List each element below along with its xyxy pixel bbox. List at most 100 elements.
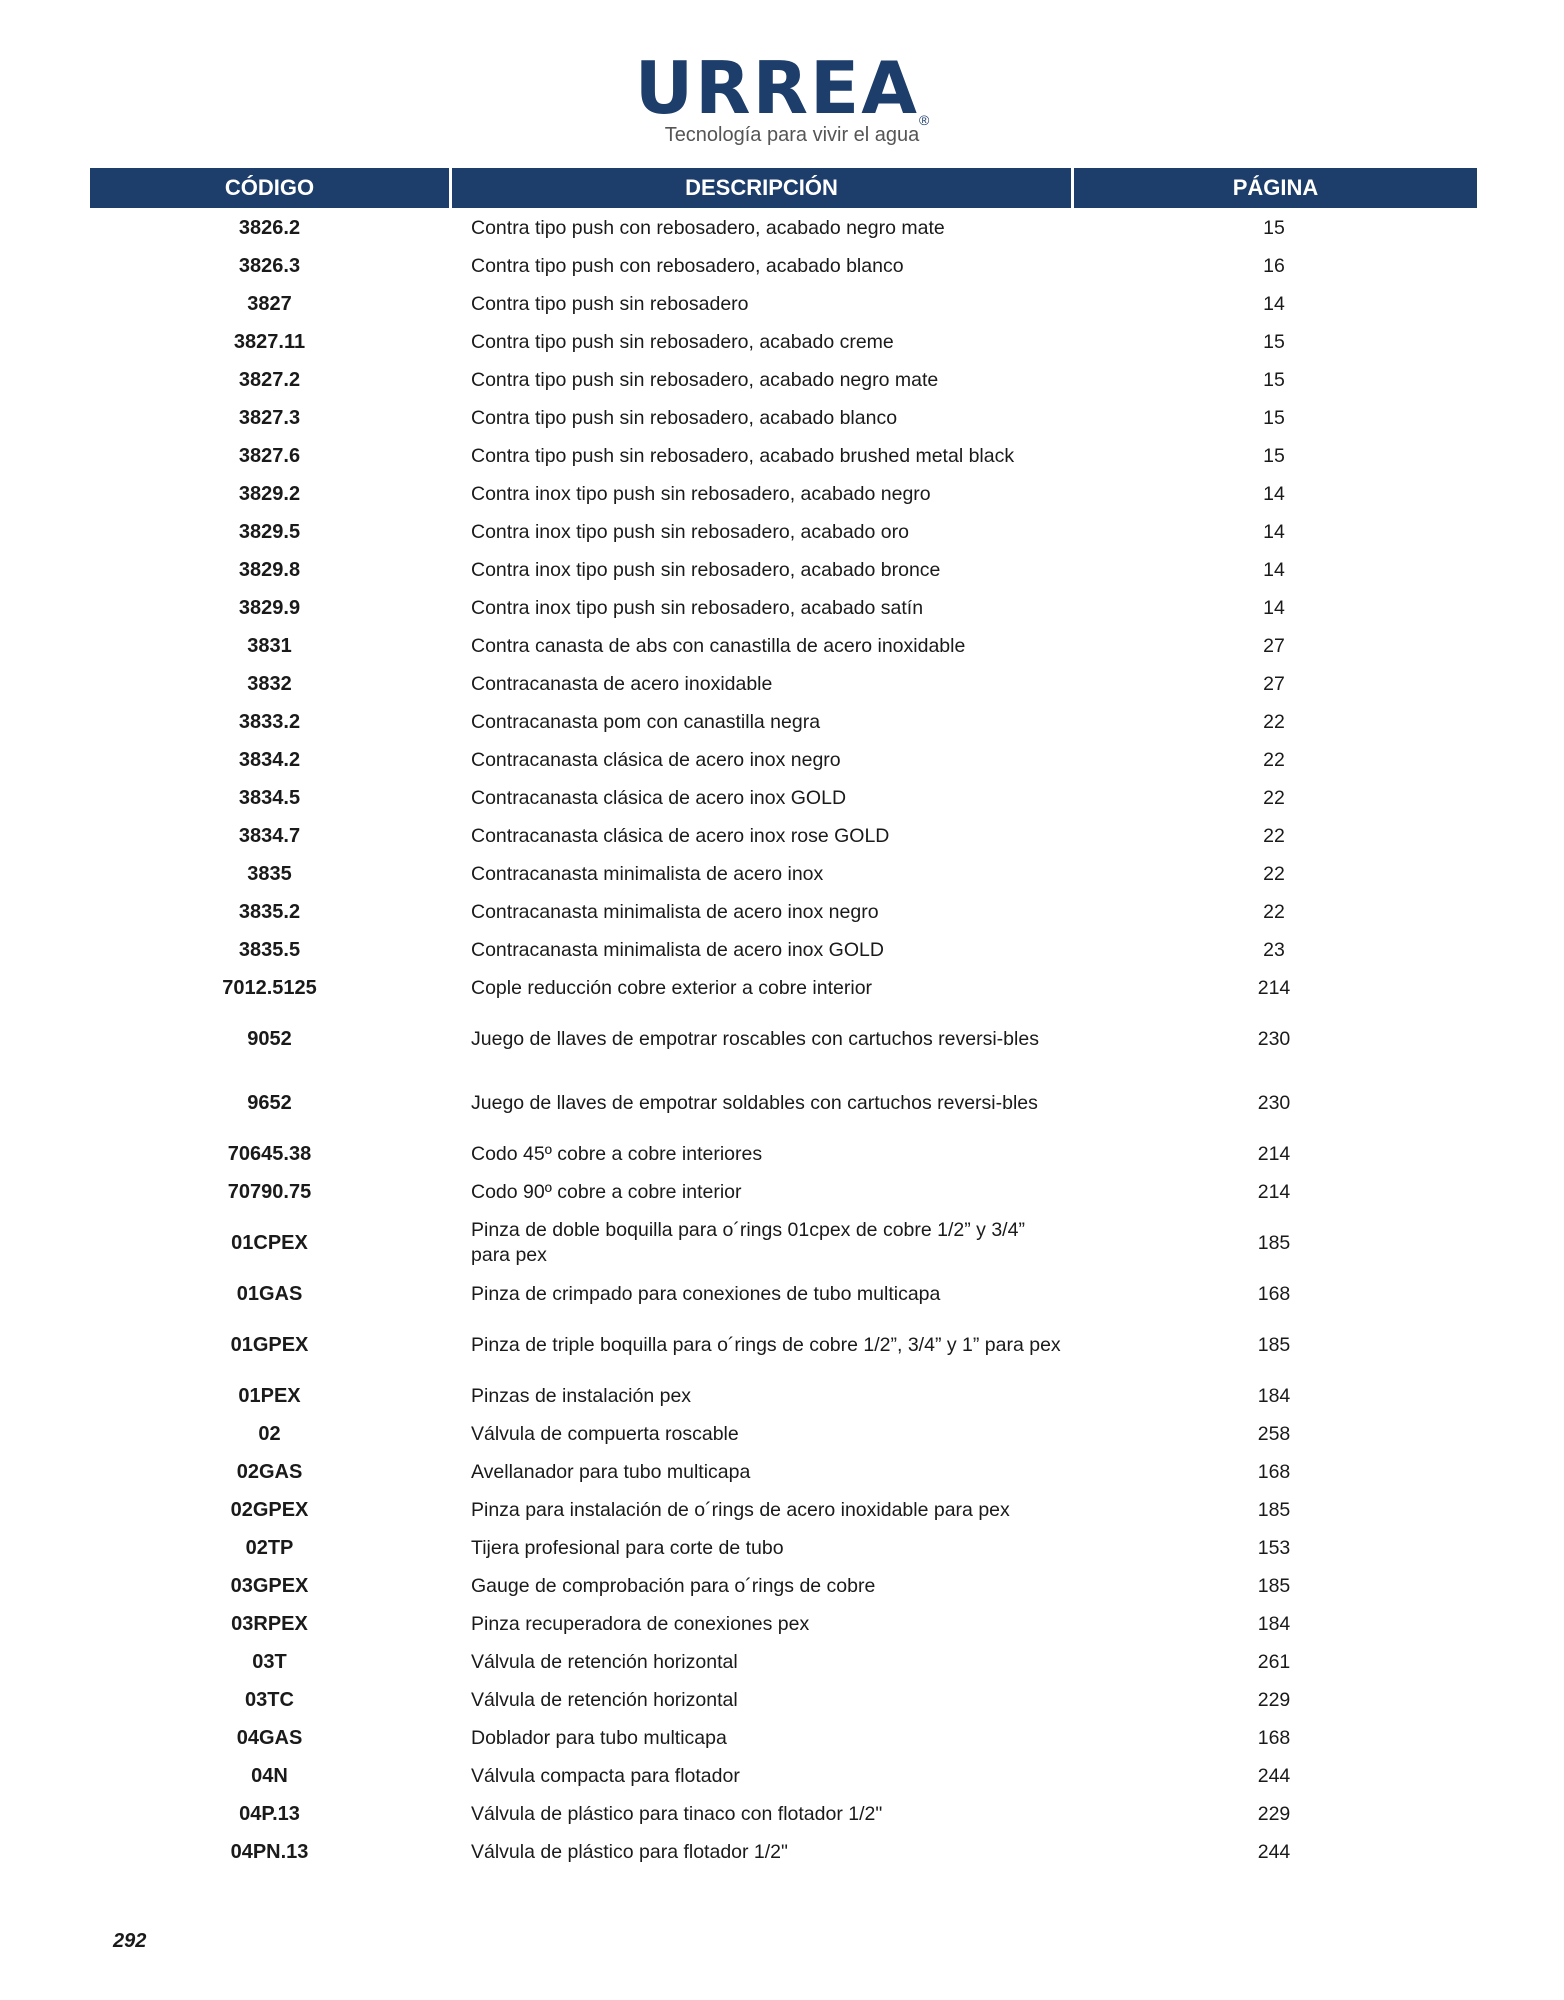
description-cell: Gauge de comprobación para o´rings de co… xyxy=(471,1574,876,1597)
code-cell: 3829.8 xyxy=(238,558,301,581)
page-number: 292 xyxy=(113,1930,147,1952)
table-row: 02GPEX Pinza para instalación de o´rings … xyxy=(90,1491,1477,1529)
description-cell: Válvula de retención horizontal xyxy=(471,1688,738,1711)
page-cell: 185 xyxy=(1257,1574,1291,1597)
table-row: 3826.3 Contra tipo push con rebosadero, a… xyxy=(90,247,1477,285)
description-cell: Válvula de compuerta roscable xyxy=(471,1422,739,1445)
code-cell: 3834.7 xyxy=(238,824,301,847)
description-cell: Doblador para tubo multicapa xyxy=(471,1726,727,1749)
table-row: 01CPEX Pinza de doble boquilla para o´rin… xyxy=(90,1211,1477,1275)
table-row: 3829.8 Contra inox tipo push sin rebosade… xyxy=(90,551,1477,589)
page-cell: 15 xyxy=(1263,330,1285,353)
table-row: 03GPEX Gauge de comprobación para o´rings… xyxy=(90,1567,1477,1605)
code-cell: 9652 xyxy=(247,1091,292,1114)
table-row: 3834.7 Contracanasta clásica de acero ino… xyxy=(90,817,1477,855)
table-row: 3835.5 Contracanasta minimalista de acero… xyxy=(90,931,1477,969)
table-row: 3827.11 Contra tipo push sin rebosadero, … xyxy=(90,323,1477,361)
page-cell: 15 xyxy=(1263,368,1285,391)
page-cell: 185 xyxy=(1257,1231,1291,1254)
description-cell: Pinza de doble boquilla para o´rings 01c… xyxy=(471,1219,1025,1266)
code-cell: 7012.5125 xyxy=(222,976,317,999)
code-cell: 02TP xyxy=(245,1536,294,1559)
table-row: 70645.38 Codo 45º cobre a cobre interiore… xyxy=(90,1135,1477,1173)
page-cell: 229 xyxy=(1257,1802,1291,1825)
code-cell: 3829.2 xyxy=(238,482,301,505)
page-cell: 27 xyxy=(1263,634,1285,657)
page-cell: 184 xyxy=(1257,1612,1291,1635)
code-cell: 70645.38 xyxy=(227,1142,312,1165)
page-cell: 15 xyxy=(1263,216,1285,239)
page-cell: 244 xyxy=(1257,1840,1291,1863)
description-cell: Tijera profesional para corte de tubo xyxy=(471,1536,784,1559)
code-cell: 04PN.13 xyxy=(230,1840,309,1863)
page-cell: 22 xyxy=(1263,748,1285,771)
code-cell: 9052 xyxy=(247,1027,292,1050)
table-row: 03TC Válvula de retención horizontal 229 xyxy=(90,1681,1477,1719)
page-cell: 22 xyxy=(1263,710,1285,733)
description-cell: Válvula compacta para flotador xyxy=(471,1764,740,1787)
page-cell: 230 xyxy=(1257,1027,1291,1050)
description-cell: Avellanador para tubo multicapa xyxy=(471,1460,751,1483)
table-row: 3829.2 Contra inox tipo push sin rebosade… xyxy=(90,475,1477,513)
description-cell: Contra inox tipo push sin rebosadero, ac… xyxy=(471,558,941,581)
table-row: 3827 Contra tipo push sin rebosadero 14 xyxy=(90,285,1477,323)
table-row: 03T Válvula de retención horizontal 261 xyxy=(90,1643,1477,1681)
description-cell: Pinzas de instalación pex xyxy=(471,1384,692,1407)
table-row: 3831 Contra canasta de abs con canastilla… xyxy=(90,627,1477,665)
code-cell: 3827.3 xyxy=(238,406,301,429)
code-cell: 3827.6 xyxy=(238,444,301,467)
code-cell: 02 xyxy=(258,1422,281,1445)
table-row: 3832 Contracanasta de acero inoxidable 27 xyxy=(90,665,1477,703)
page-cell: 15 xyxy=(1263,444,1285,467)
description-cell: Pinza de crimpado para conexiones de tub… xyxy=(471,1282,941,1305)
header-codigo: CÓDIGO xyxy=(90,168,449,208)
description-cell: Contra tipo push con rebosadero, acabado… xyxy=(471,216,945,239)
page-cell: 261 xyxy=(1257,1650,1291,1673)
code-cell: 04N xyxy=(251,1764,288,1787)
description-cell: Codo 45º cobre a cobre interiores xyxy=(471,1142,763,1165)
description-cell: Contracanasta clásica de acero inox negr… xyxy=(471,748,841,771)
description-cell: Contracanasta minimalista de acero inox … xyxy=(471,900,879,923)
code-cell: 3832 xyxy=(247,672,292,695)
page-cell: 14 xyxy=(1263,482,1285,505)
page-cell: 168 xyxy=(1257,1282,1291,1305)
page-cell: 258 xyxy=(1257,1422,1291,1445)
code-cell: 3829.5 xyxy=(238,520,301,543)
description-cell: Contracanasta minimalista de acero inox … xyxy=(471,938,884,961)
table-row: 9052 Juego de llaves de empotrar roscable… xyxy=(90,1007,1477,1071)
code-cell: 01GPEX xyxy=(230,1333,309,1356)
page-cell: 184 xyxy=(1257,1384,1291,1407)
code-cell: 03T xyxy=(252,1650,287,1673)
description-cell: Contra tipo push con rebosadero, acabado… xyxy=(471,254,904,277)
description-cell: Cople reducción cobre exterior a cobre i… xyxy=(471,976,873,999)
page-cell: 185 xyxy=(1257,1333,1291,1356)
registered-mark: ® xyxy=(918,112,930,128)
description-cell: Pinza para instalación de o´rings de ace… xyxy=(471,1498,1010,1521)
table-row: 3826.2 Contra tipo push con rebosadero, a… xyxy=(90,209,1477,247)
header-descripcion: DESCRIPCIÓN xyxy=(452,168,1071,208)
table-row: 3834.2 Contracanasta clásica de acero ino… xyxy=(90,741,1477,779)
table-row: 04P.13 Válvula de plástico para tinaco co… xyxy=(90,1795,1477,1833)
description-cell: Contra tipo push sin rebosadero, acabado… xyxy=(471,406,898,429)
description-cell: Válvula de retención horizontal xyxy=(471,1650,738,1673)
table-row: 01PEX Pinzas de instalación pex 184 xyxy=(90,1377,1477,1415)
page-cell: 14 xyxy=(1263,596,1285,619)
description-cell: Contra tipo push sin rebosadero, acabado… xyxy=(471,368,939,391)
table-header: CÓDIGO DESCRIPCIÓN PÁGINA xyxy=(90,168,1477,208)
description-cell: Válvula de plástico para tinaco con flot… xyxy=(471,1802,883,1825)
page-cell: 22 xyxy=(1263,786,1285,809)
description-cell: Contra inox tipo push sin rebosadero, ac… xyxy=(471,482,931,505)
table-row: 3827.3 Contra tipo push sin rebosadero, a… xyxy=(90,399,1477,437)
code-cell: 70790.75 xyxy=(227,1180,312,1203)
code-cell: 3827.11 xyxy=(233,330,306,353)
description-cell: Contra inox tipo push sin rebosadero, ac… xyxy=(471,596,924,619)
code-cell: 3827 xyxy=(247,292,292,315)
table-row: 3833.2 Contracanasta pom con canastilla n… xyxy=(90,703,1477,741)
code-cell: 02GPEX xyxy=(230,1498,309,1521)
description-cell: Contra tipo push sin rebosadero xyxy=(471,292,749,315)
page-cell: 14 xyxy=(1263,292,1285,315)
page-cell: 22 xyxy=(1263,824,1285,847)
table-row: 01GAS Pinza de crimpado para conexiones d… xyxy=(90,1275,1477,1313)
table-row: 3827.6 Contra tipo push sin rebosadero, a… xyxy=(90,437,1477,475)
code-cell: 3834.5 xyxy=(238,786,301,809)
